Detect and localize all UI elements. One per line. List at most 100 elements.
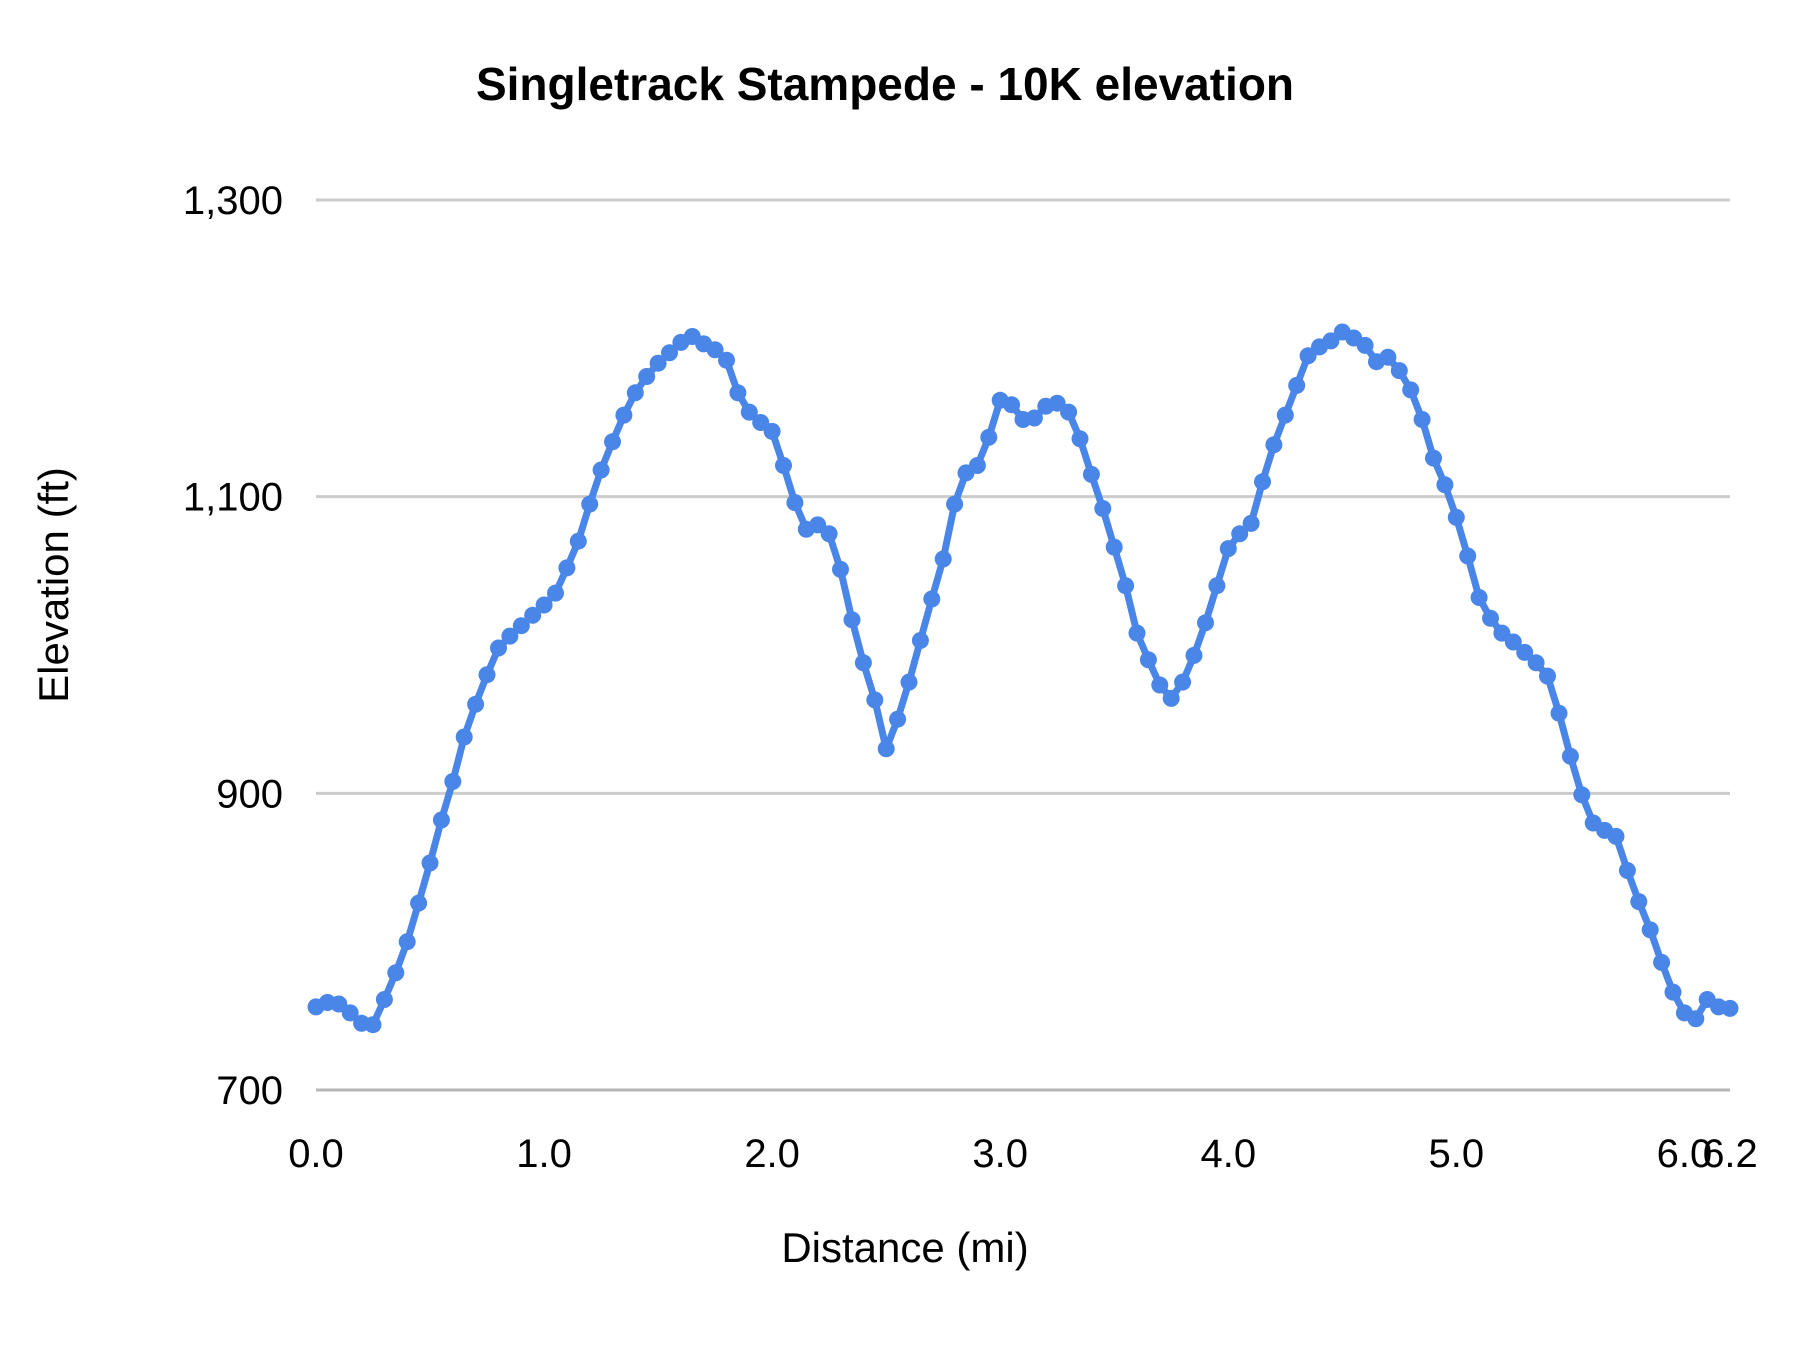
data-point (900, 673, 918, 691)
data-point (968, 457, 986, 474)
data-point (1504, 633, 1522, 651)
data-point (1436, 476, 1454, 494)
data-point (854, 654, 872, 672)
data-point (421, 854, 439, 872)
data-point (1197, 614, 1214, 632)
y-tick-label: 1,300 (183, 179, 283, 223)
data-point (1356, 336, 1374, 354)
x-tick-label: 6.0 (1657, 1132, 1713, 1176)
data-point (877, 740, 895, 758)
data-point (1048, 394, 1066, 412)
x-tick-label: 6.2 (1702, 1132, 1758, 1176)
y-tick-label: 900 (216, 772, 283, 816)
data-point (1390, 362, 1408, 380)
y-tick-label: 1,100 (183, 476, 283, 520)
data-point (1060, 403, 1078, 421)
data-point (501, 627, 519, 645)
data-point (1573, 786, 1591, 804)
data-point (1459, 547, 1477, 565)
data-point (444, 773, 462, 790)
data-point (740, 403, 758, 421)
data-point (934, 550, 952, 568)
data-point (1174, 673, 1192, 691)
data-point (1128, 624, 1146, 642)
y-axis-title: Elevation (ft) (30, 467, 77, 703)
y-tick-label: 700 (216, 1069, 283, 1113)
data-point (1607, 827, 1625, 845)
data-point (866, 691, 884, 709)
data-point (455, 728, 473, 746)
data-point (1025, 409, 1043, 427)
data-point (490, 639, 507, 657)
data-point (1242, 514, 1260, 532)
data-point (1082, 465, 1100, 483)
elevation-series-line (312, 328, 1734, 1029)
data-point (1516, 643, 1534, 661)
data-point (604, 433, 621, 451)
data-point (820, 525, 838, 543)
data-point (1561, 747, 1579, 765)
data-point (889, 710, 907, 728)
data-point (911, 632, 929, 649)
data-point (524, 606, 542, 624)
data-point (478, 666, 496, 684)
data-point (1254, 473, 1271, 491)
data-point (341, 1004, 359, 1022)
data-point (1687, 1010, 1705, 1028)
x-axis-title: Distance (mi) (781, 1224, 1028, 1271)
data-point (626, 384, 644, 402)
data-point (1379, 348, 1397, 366)
data-point (1425, 449, 1442, 467)
data-point (980, 428, 998, 446)
data-point (946, 495, 964, 513)
data-point (1653, 953, 1671, 971)
data-point (1413, 411, 1431, 428)
data-point (558, 559, 576, 577)
data-point (1527, 654, 1545, 672)
gridlines (316, 198, 1730, 1092)
data-point (1539, 667, 1556, 685)
data-point (1151, 676, 1169, 694)
y-axis-tick-labels: 700 900 1,100 1,300 (183, 179, 283, 1113)
x-axis-tick-labels: 0.0 1.0 2.0 3.0 4.0 5.0 6.06.2 (288, 1132, 1758, 1176)
data-point (1641, 921, 1659, 939)
data-point (330, 995, 348, 1013)
data-point (923, 590, 941, 608)
data-point (1003, 396, 1021, 414)
data-point (410, 894, 428, 912)
x-tick-label: 4.0 (1200, 1132, 1256, 1176)
data-point (1721, 999, 1739, 1017)
data-point (1402, 381, 1420, 399)
data-point (661, 344, 678, 362)
data-point (1094, 500, 1112, 517)
data-point (581, 495, 599, 513)
data-point (843, 611, 861, 629)
data-point (752, 414, 770, 431)
data-point (467, 695, 485, 713)
data-point (1322, 332, 1340, 350)
data-point (547, 584, 564, 602)
data-point (718, 351, 735, 369)
data-point (1105, 538, 1123, 556)
data-point (1185, 646, 1203, 664)
data-point (1493, 624, 1511, 642)
data-point (432, 811, 450, 829)
data-point (398, 933, 416, 951)
data-point (1299, 347, 1317, 365)
data-point (1162, 689, 1180, 707)
data-point (1276, 406, 1294, 424)
data-point (387, 964, 405, 982)
data-point (569, 532, 587, 550)
data-point (832, 560, 849, 578)
data-point (1117, 577, 1135, 595)
data-point (592, 461, 610, 479)
data-point (706, 341, 724, 359)
data-point (1664, 983, 1682, 1001)
data-point (535, 596, 553, 614)
data-point (786, 494, 804, 512)
data-point (1288, 376, 1306, 394)
data-point (615, 406, 633, 424)
data-point (512, 617, 530, 635)
